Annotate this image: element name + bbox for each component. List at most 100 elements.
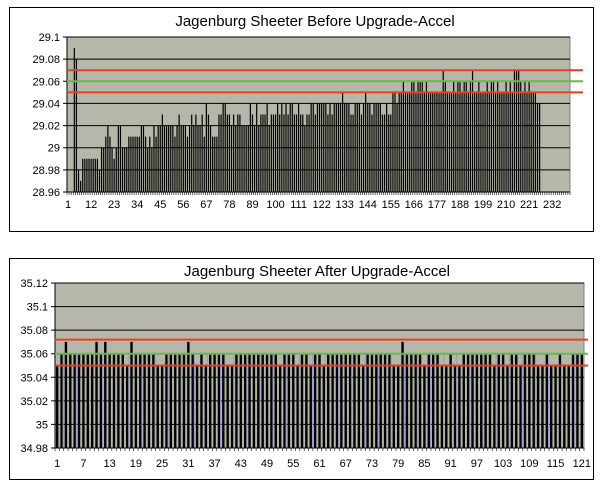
bar (528, 81, 530, 192)
bar (446, 92, 448, 192)
x-tick-label: 115 (547, 458, 565, 470)
bar (195, 365, 199, 448)
bar (207, 114, 210, 192)
x-tick-label: 13 (104, 458, 116, 470)
x-tick-label: 199 (474, 199, 492, 211)
bar (571, 353, 575, 448)
bar (226, 365, 229, 448)
bar (252, 353, 256, 448)
bar-highlight (338, 353, 340, 448)
bar (260, 114, 262, 192)
bar (121, 147, 124, 192)
x-tick-label: 23 (108, 199, 120, 211)
bar (300, 353, 304, 448)
bar (143, 353, 146, 448)
bar (237, 114, 239, 192)
bar-highlight (534, 353, 536, 448)
x-tick-label: 31 (182, 458, 194, 470)
bar (69, 353, 72, 448)
bar (476, 92, 478, 192)
bar-highlight (521, 353, 523, 448)
bar (415, 92, 417, 192)
bar (401, 341, 404, 448)
y-tick-label: 29.04 (32, 98, 60, 110)
bar (178, 114, 180, 192)
bar (329, 103, 331, 192)
x-tick-label: 43 (235, 458, 247, 470)
x-tick-label: 56 (177, 199, 189, 211)
bar (243, 125, 245, 192)
bar-highlight (377, 353, 379, 448)
bar (507, 92, 509, 192)
bar (492, 81, 495, 192)
bar (392, 365, 396, 448)
x-tick-label: 121 (573, 458, 591, 470)
bar (360, 114, 363, 192)
bar (182, 125, 184, 192)
bar (313, 353, 317, 448)
y-tick-label: 35.06 (20, 349, 48, 361)
bar (147, 147, 149, 192)
bar (152, 353, 155, 448)
bar (499, 92, 501, 192)
bar (457, 81, 459, 192)
bar (406, 92, 409, 192)
bar (353, 353, 356, 448)
bar (515, 70, 518, 192)
bar (414, 353, 417, 448)
bar (218, 114, 220, 192)
bar (327, 353, 330, 448)
bar (373, 103, 375, 192)
y-tick-label: 29.1 (39, 32, 60, 44)
bar-highlight (416, 353, 418, 448)
bar (344, 103, 346, 192)
bar-highlight (141, 353, 143, 448)
bar-highlight (482, 353, 484, 448)
bar (405, 353, 409, 448)
x-tick-label: 97 (471, 458, 483, 470)
x-tick-label: 100 (266, 199, 284, 211)
bar (165, 125, 168, 192)
y-tick-label: 29.06 (32, 76, 60, 88)
bar (304, 125, 306, 192)
bar (467, 92, 469, 192)
bar (423, 92, 425, 192)
bar (104, 341, 107, 448)
bar (520, 81, 522, 192)
bar (156, 365, 159, 448)
bar (480, 353, 483, 448)
bar (205, 103, 207, 192)
bar (375, 103, 377, 192)
y-tick-label: 35.02 (20, 396, 48, 408)
bar (174, 353, 177, 448)
bar (144, 136, 147, 192)
bar (501, 353, 505, 448)
bar (119, 125, 122, 192)
bar (528, 353, 531, 448)
bar (214, 136, 216, 192)
bar (305, 353, 308, 448)
x-tick-label: 188 (451, 199, 469, 211)
bar (309, 365, 312, 448)
bar-highlight (561, 353, 563, 448)
bar (128, 136, 130, 192)
bar (157, 125, 159, 192)
bar (478, 81, 480, 192)
bar (421, 81, 423, 192)
bar (209, 125, 212, 192)
bar (471, 353, 474, 448)
bar (274, 353, 277, 448)
bar (436, 92, 438, 192)
bar (536, 103, 539, 192)
bar-highlight (298, 353, 300, 448)
x-tick-label: 1 (54, 458, 60, 470)
bar (430, 92, 432, 192)
bar (235, 125, 237, 192)
bar (427, 353, 430, 448)
y-tick-label: 35.04 (20, 372, 48, 384)
plot-area (66, 36, 571, 193)
bar (369, 103, 371, 192)
bar (370, 353, 374, 448)
bar-highlight (115, 353, 117, 448)
x-tick-label: 1 (65, 199, 71, 211)
